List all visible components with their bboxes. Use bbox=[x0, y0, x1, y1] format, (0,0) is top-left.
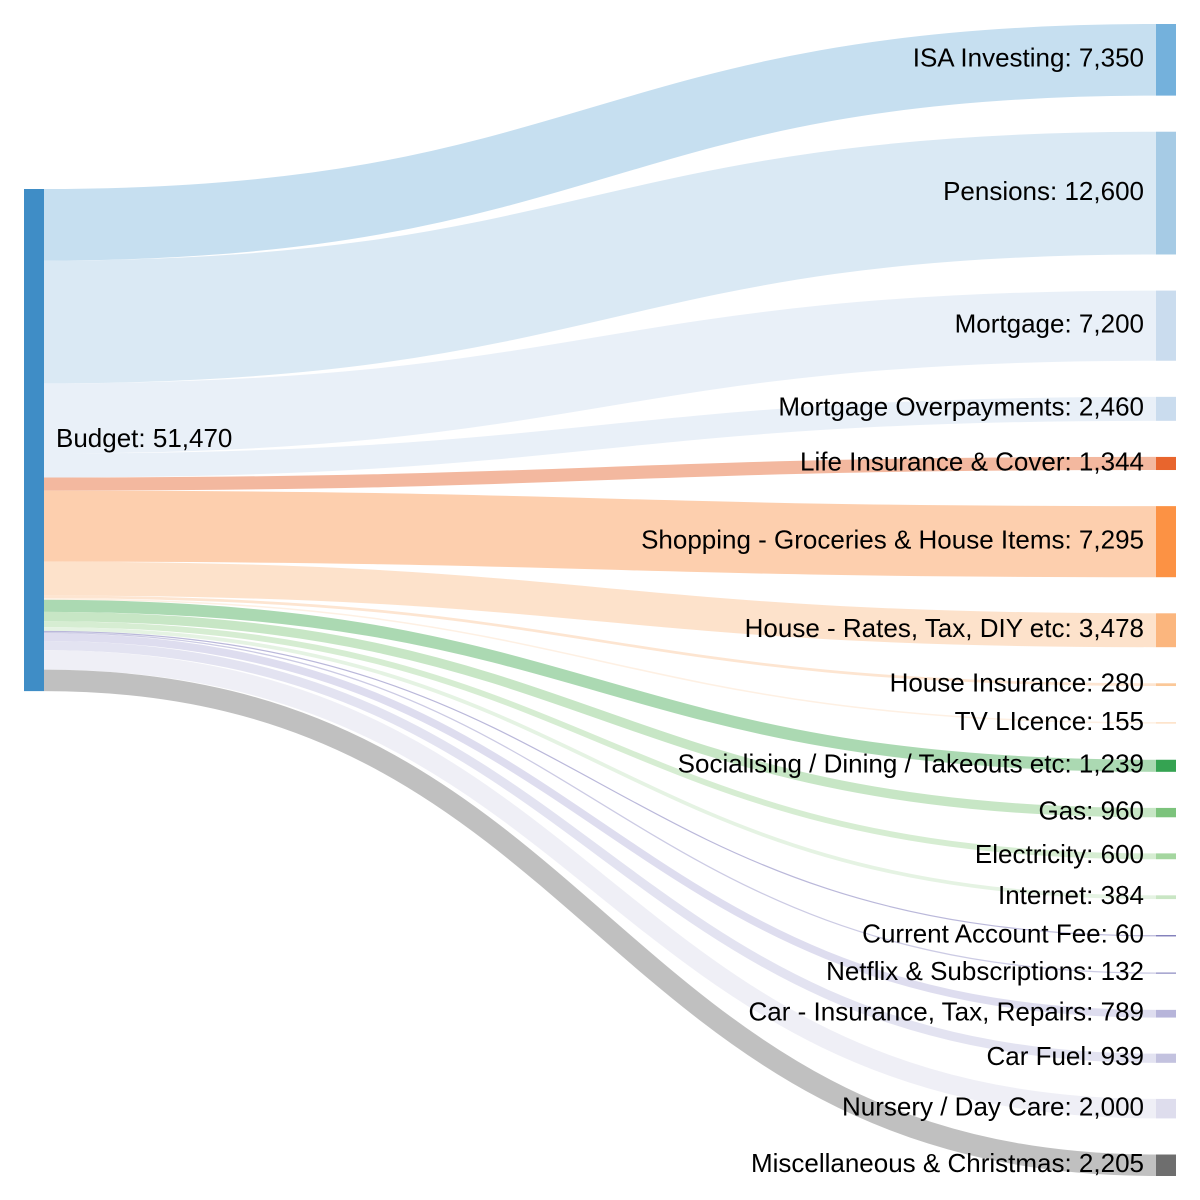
link-budget-to-target-12 bbox=[43, 627, 1157, 900]
node-target-label-12: Internet: 384 bbox=[998, 880, 1144, 910]
node-target-8 bbox=[1156, 722, 1176, 724]
link-budget-to-target-16 bbox=[43, 640, 1157, 1063]
link-budget-to-target-8 bbox=[43, 598, 1157, 724]
node-target-9 bbox=[1156, 759, 1176, 772]
link-budget-to-target-14 bbox=[43, 632, 1157, 974]
node-target-label-4: Life Insurance & Cover: 1,344 bbox=[800, 446, 1144, 476]
node-target-label-6: House - Rates, Tax, DIY etc: 3,478 bbox=[745, 613, 1144, 643]
node-target-12 bbox=[1156, 895, 1176, 900]
node-budget-label: Budget: 51,470 bbox=[56, 423, 232, 453]
node-target-label-14: Netflix & Subscriptions: 132 bbox=[826, 956, 1144, 986]
link-budget-to-target-9 bbox=[43, 599, 1157, 772]
node-target-label-8: TV LIcence: 155 bbox=[955, 706, 1144, 736]
link-budget-to-target-15 bbox=[43, 633, 1157, 1018]
link-budget-to-target-18 bbox=[43, 669, 1157, 1177]
link-budget-to-target-0 bbox=[43, 24, 1157, 261]
node-target-label-5: Shopping - Groceries & House Items: 7,29… bbox=[641, 525, 1144, 555]
link-budget-to-target-11 bbox=[43, 621, 1157, 860]
node-target-0 bbox=[1156, 24, 1176, 96]
link-budget-to-target-1 bbox=[43, 131, 1157, 384]
link-budget-to-target-17 bbox=[43, 650, 1157, 1119]
node-target-18 bbox=[1156, 1154, 1176, 1176]
node-target-4 bbox=[1156, 456, 1176, 471]
node-target-14 bbox=[1156, 972, 1176, 974]
node-target-10 bbox=[1156, 807, 1176, 818]
node-target-17 bbox=[1156, 1098, 1176, 1119]
node-target-label-10: Gas: 960 bbox=[1038, 795, 1144, 825]
node-target-16 bbox=[1156, 1053, 1176, 1063]
node-target-label-16: Car Fuel: 939 bbox=[986, 1041, 1144, 1071]
node-target-label-7: House Insurance: 280 bbox=[890, 668, 1144, 698]
link-budget-to-target-5 bbox=[43, 490, 1157, 578]
node-target-3 bbox=[1156, 396, 1176, 421]
node-target-label-17: Nursery / Day Care: 2,000 bbox=[842, 1092, 1144, 1122]
node-target-11 bbox=[1156, 853, 1176, 860]
link-budget-to-target-2 bbox=[43, 290, 1157, 454]
link-budget-to-target-3 bbox=[43, 396, 1157, 478]
node-target-2 bbox=[1156, 290, 1176, 361]
node-target-13 bbox=[1156, 935, 1176, 937]
node-target-label-0: ISA Investing: 7,350 bbox=[913, 43, 1144, 73]
node-target-6 bbox=[1156, 613, 1176, 648]
node-target-label-15: Car - Insurance, Tax, Repairs: 789 bbox=[749, 997, 1144, 1027]
node-target-label-9: Socialising / Dining / Takeouts etc: 1,2… bbox=[678, 749, 1144, 779]
node-target-1 bbox=[1156, 131, 1176, 255]
link-budget-to-target-10 bbox=[43, 611, 1157, 818]
node-target-label-3: Mortgage Overpayments: 2,460 bbox=[778, 392, 1144, 422]
node-target-label-1: Pensions: 12,600 bbox=[943, 176, 1144, 206]
node-target-label-11: Electricity: 600 bbox=[975, 839, 1144, 869]
link-budget-to-target-6 bbox=[43, 561, 1157, 648]
link-budget-to-target-4 bbox=[43, 456, 1157, 491]
node-target-label-18: Miscellaneous & Christmas: 2,205 bbox=[751, 1148, 1144, 1178]
node-budget bbox=[24, 189, 44, 692]
node-target-5 bbox=[1156, 506, 1176, 578]
link-budget-to-target-13 bbox=[43, 630, 1157, 937]
node-target-label-13: Current Account Fee: 60 bbox=[862, 919, 1144, 949]
node-target-15 bbox=[1156, 1009, 1176, 1018]
link-budget-to-target-7 bbox=[43, 595, 1157, 687]
node-target-7 bbox=[1156, 683, 1176, 687]
node-target-label-2: Mortgage: 7,200 bbox=[955, 309, 1144, 339]
